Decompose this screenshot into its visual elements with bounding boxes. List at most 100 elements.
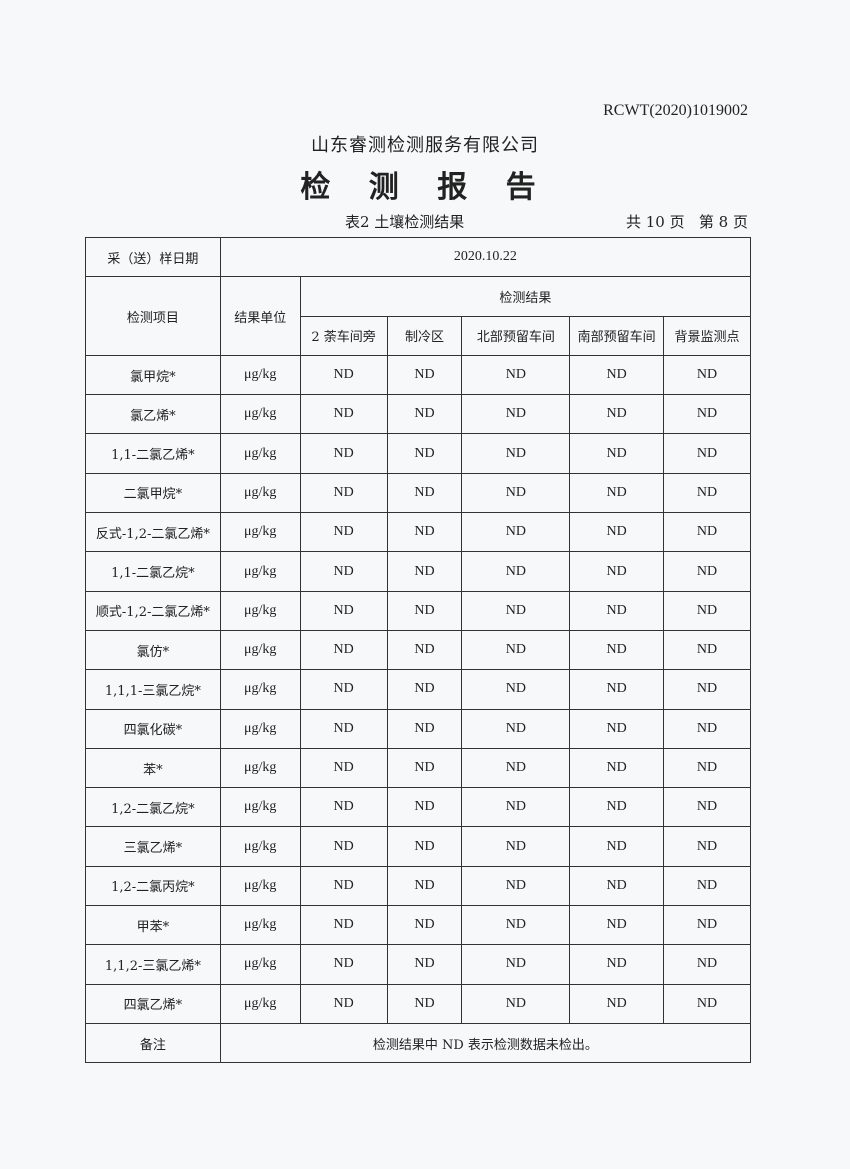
table-row: 四氯乙烯* μg/kg ND ND ND ND ND xyxy=(85,983,751,1024)
unit: μg/kg xyxy=(219,865,301,907)
result-value: ND xyxy=(663,944,751,985)
table-row: 四氯化碳* μg/kg ND ND ND ND ND xyxy=(85,708,751,749)
result-value: ND xyxy=(299,433,388,474)
item-name: 四氯乙烯* xyxy=(85,983,221,1024)
table-row: 氯甲烷* μg/kg ND ND ND ND ND xyxy=(85,354,751,396)
result-value: ND xyxy=(461,433,571,474)
table-row: 1,1,1-三氯乙烷* μg/kg ND ND ND ND ND xyxy=(85,669,751,710)
result-value: ND xyxy=(461,551,571,592)
result-value: ND xyxy=(569,669,665,710)
unit: μg/kg xyxy=(219,747,301,789)
item-name: 1,1,1-三氯乙烷* xyxy=(85,669,221,710)
site-header: 2 荼车间旁 xyxy=(299,315,388,356)
unit: μg/kg xyxy=(219,354,301,396)
result-value: ND xyxy=(663,905,751,946)
result-value: ND xyxy=(386,905,463,946)
result-value: ND xyxy=(461,983,571,1024)
unit: μg/kg xyxy=(219,826,301,867)
result-value: ND xyxy=(299,826,388,867)
result-value: ND xyxy=(569,472,665,514)
sample-date: 2020.10.22 xyxy=(219,236,752,278)
result-value: ND xyxy=(569,944,665,985)
result-value: ND xyxy=(386,629,463,671)
result-value: ND xyxy=(663,747,751,789)
site-header: 北部预留车间 xyxy=(461,315,571,356)
result-value: ND xyxy=(663,787,751,828)
item-name: 1,1-二氯乙烯* xyxy=(85,433,221,474)
result-value: ND xyxy=(299,983,388,1024)
unit: μg/kg xyxy=(219,983,301,1024)
result-value: ND xyxy=(299,472,388,514)
result-value: ND xyxy=(299,551,388,592)
header-row: 检测项目 结果单位 检测结果 xyxy=(85,276,752,356)
unit: μg/kg xyxy=(219,394,301,435)
remark-text: 检测结果中 ND 表示检测数据未检出。 xyxy=(219,1022,752,1064)
result-value: ND xyxy=(461,708,571,749)
unit: μg/kg xyxy=(219,669,301,710)
site-header: 南部预留车间 xyxy=(569,315,665,356)
result-value: ND xyxy=(663,826,751,867)
result-value: ND xyxy=(299,708,388,749)
item-name: 氯仿* xyxy=(85,629,221,671)
result-value: ND xyxy=(386,433,463,474)
sample-date-label: 采（送）样日期 xyxy=(85,236,221,278)
result-value: ND xyxy=(663,394,751,435)
result-value: ND xyxy=(299,354,388,396)
item-name: 1,2-二氯丙烷* xyxy=(85,865,221,907)
result-value: ND xyxy=(461,944,571,985)
result-value: ND xyxy=(461,826,571,867)
result-value: ND xyxy=(386,865,463,907)
item-name: 顺式-1,2-二氯乙烯* xyxy=(85,590,221,631)
result-value: ND xyxy=(569,747,665,789)
result-value: ND xyxy=(461,354,571,396)
result-value: ND xyxy=(569,512,665,553)
item-name: 1,2-二氯乙烷* xyxy=(85,787,221,828)
result-value: ND xyxy=(386,394,463,435)
table-row: 1,1,2-三氯乙烯* μg/kg ND ND ND ND ND xyxy=(85,944,751,985)
report-title: 检 测 报 告 xyxy=(300,170,550,205)
result-value: ND xyxy=(569,551,665,592)
result-value: ND xyxy=(386,472,463,514)
result-value: ND xyxy=(461,512,571,553)
item-name: 二氯甲烷* xyxy=(85,472,221,514)
item-name: 反式-1,2-二氯乙烯* xyxy=(85,512,221,553)
result-value: ND xyxy=(386,826,463,867)
result-value: ND xyxy=(569,433,665,474)
site-header: 制冷区 xyxy=(386,315,463,356)
unit: μg/kg xyxy=(219,551,301,592)
item-name: 氯甲烷* xyxy=(85,354,221,396)
unit: μg/kg xyxy=(219,787,301,828)
result-value: ND xyxy=(569,865,665,907)
result-value: ND xyxy=(461,590,571,631)
result-value: ND xyxy=(663,708,751,749)
results-table: 采（送）样日期 2020.10.22 检测项目 结果单位 检测结果 2 荼车间旁 制冷… xyxy=(85,236,752,1064)
result-value: ND xyxy=(569,629,665,671)
result-value: ND xyxy=(386,708,463,749)
document-number: RCWT(2020)1019002 xyxy=(603,102,748,119)
table-row: 甲苯* μg/kg ND ND ND ND ND xyxy=(85,905,751,946)
table-row: 1,1-二氯乙烯* μg/kg ND ND ND ND ND xyxy=(85,433,751,474)
result-value: ND xyxy=(386,590,463,631)
result-value: ND xyxy=(569,787,665,828)
sample-date-row: 采（送）样日期 2020.10.22 xyxy=(85,236,752,278)
result-value: ND xyxy=(663,551,751,592)
table-name: 表2 土壤检测结果 xyxy=(345,213,465,231)
table-row: 1,2-二氯乙烷* μg/kg ND ND ND ND ND xyxy=(85,787,751,828)
unit: μg/kg xyxy=(219,472,301,514)
result-value: ND xyxy=(663,983,751,1024)
result-value: ND xyxy=(299,629,388,671)
site-header-row: 2 荼车间旁 制冷区 北部预留车间 南部预留车间 背景监测点 xyxy=(86,315,751,356)
result-value: ND xyxy=(299,590,388,631)
header-results: 检测结果 xyxy=(299,276,752,317)
table-row: 氯仿* μg/kg ND ND ND ND ND xyxy=(85,629,751,671)
result-value: ND xyxy=(299,512,388,553)
remark-row: 备注 检测结果中 ND 表示检测数据未检出。 xyxy=(85,1022,752,1064)
table-row: 顺式-1,2-二氯乙烯* μg/kg ND ND ND ND ND xyxy=(85,590,751,631)
result-value: ND xyxy=(461,472,571,514)
result-value: ND xyxy=(663,512,751,553)
result-value: ND xyxy=(386,354,463,396)
unit: μg/kg xyxy=(219,590,301,631)
result-value: ND xyxy=(299,865,388,907)
result-value: ND xyxy=(461,394,571,435)
